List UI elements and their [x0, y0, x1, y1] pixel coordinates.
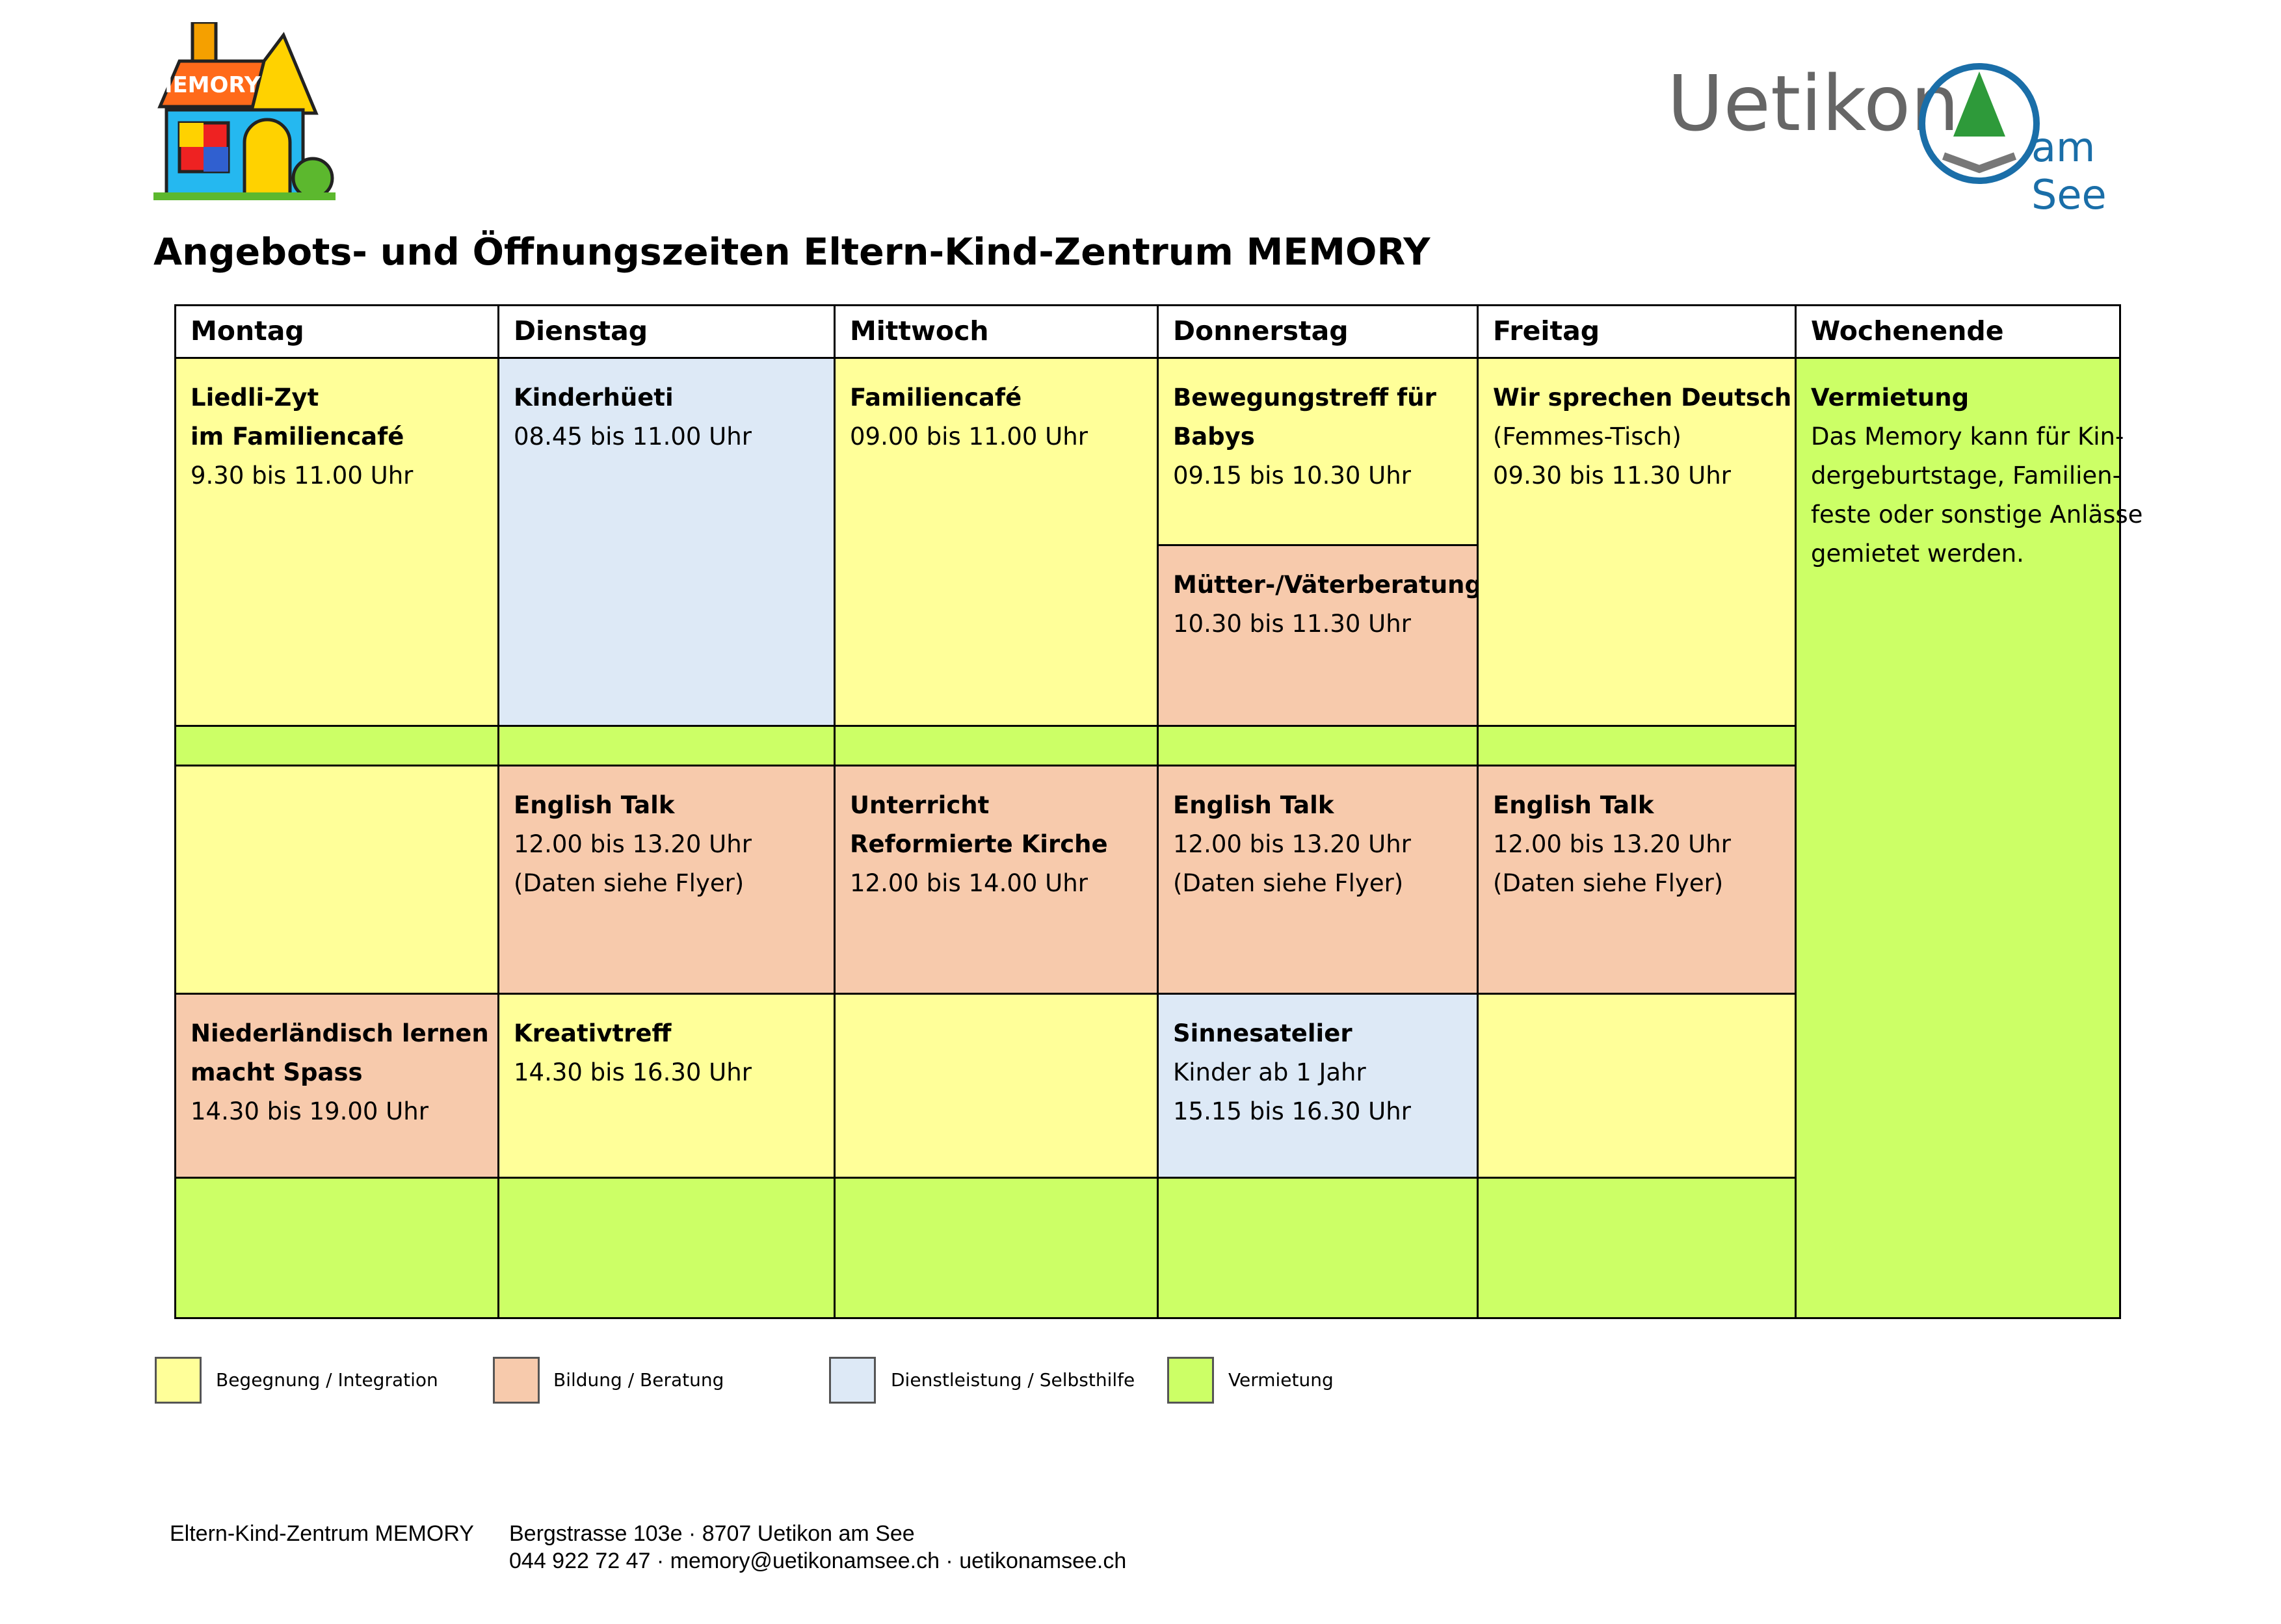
cell-text: 14.30 bis 16.30 Uhr	[514, 1058, 752, 1086]
cell-title: Unterricht	[850, 791, 990, 819]
schedule-cell	[1477, 1177, 1797, 1319]
cell-title: Reformierte Kirche	[850, 830, 1108, 858]
schedule-cell: Wir sprechen Deutsch (Femmes-Tisch) 09.30 …	[1477, 357, 1797, 727]
schedule-cell	[1157, 725, 1479, 766]
cell-text: 12.00 bis 13.20 Uhr	[1173, 830, 1411, 858]
schedule-cell	[834, 725, 1159, 766]
cell-text: (Femmes-Tisch)	[1493, 423, 1681, 451]
footer-address: Bergstrasse 103e · 8707 Uetikon am See	[509, 1521, 915, 1546]
column-header: Mittwoch	[834, 304, 1159, 359]
cell-text: 15.15 bis 16.30 Uhr	[1173, 1097, 1411, 1125]
legend-swatch	[829, 1357, 876, 1404]
legend-label: Begegnung / Integration	[216, 1369, 438, 1391]
footer-contact: 044 922 72 47 · memory@uetikonamsee.ch ·…	[509, 1549, 1127, 1573]
schedule-cell: English Talk 12.00 bis 13.20 Uhr (Daten si…	[1157, 765, 1479, 995]
legend-label: Vermietung	[1228, 1369, 1334, 1391]
schedule-cell	[174, 1177, 499, 1319]
cell-text: 09.30 bis 11.30 Uhr	[1493, 462, 1731, 490]
legend-label: Dienstleistung / Selbsthilfe	[891, 1369, 1135, 1391]
cell-title: English Talk	[1173, 791, 1334, 819]
schedule-cell	[497, 725, 836, 766]
cell-text: (Daten siehe Flyer)	[514, 869, 745, 897]
cell-text: Das Memory kann für Kin-	[1811, 423, 2124, 451]
schedule-cell: Bewegungstreff für Babys 09.15 bis 10.30 U…	[1157, 357, 1479, 546]
cell-text: 14.30 bis 19.00 Uhr	[191, 1097, 429, 1125]
cell-title: Bewegungstreff für	[1173, 384, 1436, 412]
legend-swatch	[493, 1357, 540, 1404]
column-header: Wochenende	[1795, 304, 2121, 359]
cell-title: Vermietung	[1811, 384, 1970, 412]
cell-text: (Daten siehe Flyer)	[1493, 869, 1724, 897]
cell-text: 09.15 bis 10.30 Uhr	[1173, 462, 1411, 490]
schedule-cell: English Talk 12.00 bis 13.20 Uhr (Daten si…	[1477, 765, 1797, 995]
schedule-cell: Unterricht Reformierte Kirche 12.00 bis 14…	[834, 765, 1159, 995]
schedule-cell	[1477, 725, 1797, 766]
cell-title: Familiencafé	[850, 384, 1022, 412]
cell-title: im Familiencafé	[191, 423, 404, 451]
cell-text: 09.00 bis 11.00 Uhr	[850, 423, 1088, 451]
column-header: Montag	[174, 304, 499, 359]
cell-title: English Talk	[514, 791, 675, 819]
schedule-cell: Vermietung Das Memory kann für Kin-dergeb…	[1795, 357, 2143, 1319]
footer-name: Eltern-Kind-Zentrum MEMORY	[170, 1521, 474, 1546]
legend-label: Bildung / Beratung	[553, 1369, 724, 1391]
cell-text: 12.00 bis 13.20 Uhr	[1493, 830, 1731, 858]
schedule-cell	[174, 765, 499, 995]
schedule-cell: Liedli-Zyt im Familiencafé 9.30 bis 11.00 …	[174, 357, 499, 727]
schedule-cell	[1477, 993, 1797, 1179]
schedule-cell: Kinderhüeti 08.45 bis 11.00 Uhr	[497, 357, 836, 727]
schedule-cell	[174, 725, 499, 766]
memory-logo: MEMORY	[153, 22, 336, 200]
cell-text: 08.45 bis 11.00 Uhr	[514, 423, 752, 451]
schedule-cell: Mütter-/Väterberatung 10.30 bis 11.30 Uhr	[1157, 544, 1483, 727]
column-header: Donnerstag	[1157, 304, 1479, 359]
cell-title: Kreativtreff	[514, 1019, 672, 1047]
cell-text: gemietet werden.	[1811, 540, 2024, 568]
legend-swatch	[155, 1357, 202, 1404]
schedule-cell	[834, 993, 1159, 1179]
cell-title: Wir sprechen Deutsch	[1493, 384, 1792, 412]
cell-text: (Daten siehe Flyer)	[1173, 869, 1404, 897]
schedule-cell: Sinnesatelier Kinder ab 1 Jahr 15.15 bis 1…	[1157, 993, 1479, 1179]
cell-title: Babys	[1173, 423, 1255, 451]
cell-title: Liedli-Zyt	[191, 384, 319, 412]
schedule-cell: Kreativtreff 14.30 bis 16.30 Uhr	[497, 993, 836, 1179]
schedule-cell: Familiencafé 09.00 bis 11.00 Uhr	[834, 357, 1159, 727]
schedule-cell	[834, 1177, 1159, 1319]
cell-text: 9.30 bis 11.00 Uhr	[191, 462, 414, 490]
cell-text: feste oder sonstige Anlässe	[1811, 501, 2143, 529]
page-title: Angebots- und Öffnungszeiten Eltern-Kind…	[153, 231, 1431, 274]
cell-text: Kinder ab 1 Jahr	[1173, 1058, 1366, 1086]
logo-sign: MEMORY	[153, 72, 261, 98]
legend-swatch	[1167, 1357, 1214, 1404]
schedule-cell: Niederländisch lernen macht Spass 14.30 bi…	[174, 993, 499, 1179]
cell-title: Kinderhüeti	[514, 384, 674, 412]
cell-text: 10.30 bis 11.30 Uhr	[1173, 610, 1411, 638]
cell-title: Sinnesatelier	[1173, 1019, 1352, 1047]
cell-title: Niederländisch lernen	[191, 1019, 489, 1047]
column-header: Dienstag	[497, 304, 836, 359]
cell-text: dergeburtstage, Familien-	[1811, 462, 2121, 490]
logo-emblem	[1919, 63, 2040, 184]
logo-town: Uetikon	[1667, 59, 1960, 148]
logo-town-suffix: am See	[2031, 124, 2107, 218]
schedule-cell	[497, 1177, 836, 1319]
cell-title: Mütter-/Väterberatung	[1173, 571, 1483, 599]
cell-text: 12.00 bis 13.20 Uhr	[514, 830, 752, 858]
schedule-cell: English Talk 12.00 bis 13.20 Uhr (Daten si…	[497, 765, 836, 995]
schedule-cell	[1157, 1177, 1479, 1319]
cell-title: macht Spass	[191, 1058, 363, 1086]
column-header: Freitag	[1477, 304, 1797, 359]
cell-text: 12.00 bis 14.00 Uhr	[850, 869, 1088, 897]
uetikon-logo: Uetikon am See	[1667, 59, 2161, 218]
cell-title: English Talk	[1493, 791, 1654, 819]
